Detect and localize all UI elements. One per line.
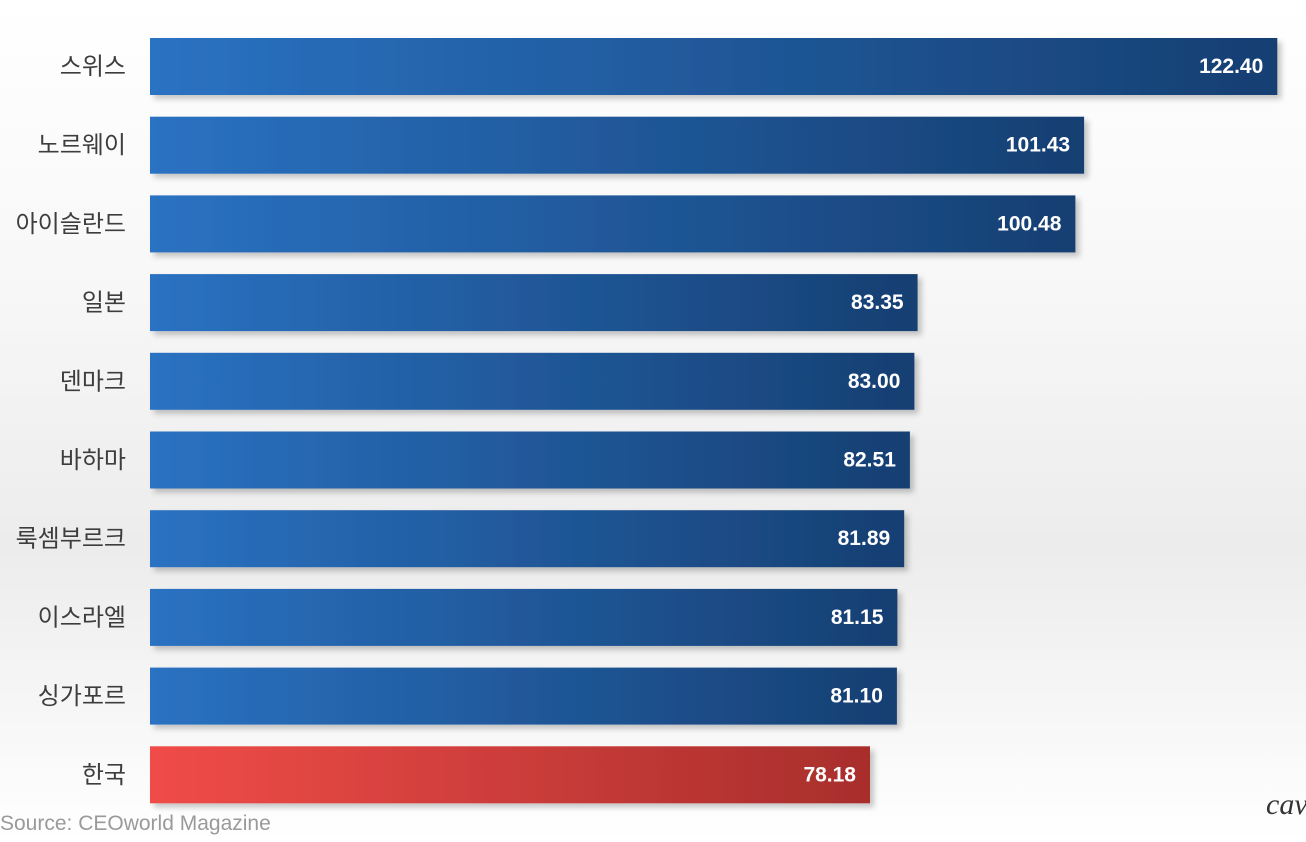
value-label-9: 78.18 [803, 763, 856, 786]
bar-2 [150, 195, 1076, 253]
category-label-7: 이스라엘 [38, 603, 126, 631]
bar-3 [150, 274, 918, 332]
bar-4 [150, 352, 915, 410]
category-label-1: 노르웨이 [38, 131, 126, 159]
category-label-4: 덴마크 [60, 367, 126, 395]
source-note: Source: CEOworld Magazine [0, 812, 271, 835]
value-label-8: 81.10 [830, 685, 883, 708]
value-label-6: 81.89 [838, 527, 891, 550]
category-label-3: 일본 [82, 289, 126, 317]
bar-0 [150, 38, 1278, 95]
category-label-9: 한국 [82, 761, 126, 789]
value-label-2: 100.48 [997, 212, 1062, 235]
value-label-1: 101.43 [1006, 134, 1070, 157]
value-label-5: 82.51 [843, 449, 896, 472]
category-label-2: 아이슬란드 [16, 210, 126, 238]
bar-6 [150, 510, 905, 568]
value-label-0: 122.40 [1199, 55, 1263, 78]
bar-1 [150, 116, 1085, 174]
bar-7 [150, 588, 898, 646]
value-labels-group: 122.40 101.43 100.48 83.35 83.00 82.51 81.89 81… [803, 55, 1263, 786]
category-label-6: 룩셈부르크 [16, 525, 126, 553]
category-label-5: 바하마 [60, 446, 126, 474]
bar-5 [150, 431, 910, 489]
bar-9 [150, 746, 870, 804]
value-label-3: 83.35 [851, 291, 904, 314]
category-label-8: 싱가포르 [38, 682, 126, 710]
watermark-logo: cav [1266, 788, 1306, 821]
value-label-7: 81.15 [831, 606, 884, 629]
value-label-4: 83.00 [848, 370, 901, 393]
bar-8 [150, 667, 897, 725]
bars-group [150, 38, 1278, 804]
category-label-0: 스위스 [60, 53, 126, 81]
